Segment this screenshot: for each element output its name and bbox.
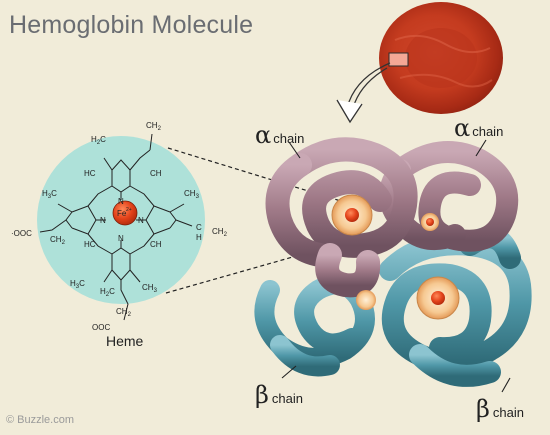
group-vinyl-h: H <box>196 233 202 242</box>
alpha-chain-left <box>265 137 418 298</box>
group-hc-left-top: HC <box>84 169 96 178</box>
group-ch2-top: CH2 <box>146 121 162 132</box>
watermark: © Buzzle.com <box>6 414 75 426</box>
alpha-chain-left-label: α chain <box>255 121 304 149</box>
heme-disc-beta-right <box>416 276 460 320</box>
zoom-region-marker <box>388 52 409 67</box>
group-h2c-top: H2C <box>91 135 106 146</box>
group-hc-left-bottom: HC <box>84 240 96 249</box>
iron-atom: Fe 2+ <box>112 200 138 226</box>
red-blood-cell <box>379 2 503 114</box>
nitrogen-right: N <box>138 216 144 225</box>
iron-symbol: Fe <box>117 209 127 218</box>
group-ooc-bottom: OOC <box>92 323 110 332</box>
beta-chain-left-label: β chain <box>255 381 303 409</box>
group-vinyl-c: C <box>196 223 202 232</box>
heme-group-labels: H2C CH2 H3C CH3 HC CH HC CH C H CH2 CH3 … <box>11 121 228 332</box>
group-ch-right-bottom: CH <box>150 240 162 249</box>
group-ch2-bottom: CH2 <box>116 307 132 318</box>
heme-pointer-lines <box>165 147 345 294</box>
chain-leader-lines <box>281 139 511 393</box>
heme-label: Heme <box>106 333 144 349</box>
nitrogen-bottom: N <box>118 234 124 243</box>
beta-chain-right-label: β chain <box>476 395 524 423</box>
porphyrin-structure <box>39 133 193 321</box>
heme-disc-alpha-right <box>421 213 439 231</box>
group-ooc-left: ·OOC <box>11 229 32 238</box>
nitrogen-top: N <box>118 197 124 206</box>
group-ch3-lower-right: CH3 <box>142 283 158 294</box>
heme-disc-beta-left <box>356 290 376 310</box>
nitrogen-left: N <box>100 216 106 225</box>
group-ch3-upper-left: H3C <box>42 189 57 200</box>
diagram-title: Hemoglobin Molecule <box>9 11 254 39</box>
group-ch3-left: H3C <box>70 279 85 290</box>
group-ch-right-top: CH <box>150 169 162 178</box>
group-ch3-upper-right: CH3 <box>184 189 200 200</box>
alpha-chain-right-label: α chain <box>454 114 503 142</box>
iron-charge: 2+ <box>126 207 132 213</box>
heme-disc-alpha-left <box>331 194 373 236</box>
group-ch2-vinyl: CH2 <box>212 227 228 238</box>
group-ch2-left: CH2 <box>50 235 66 246</box>
group-h2c-bottom: H2C <box>100 287 115 298</box>
zoom-arrow <box>336 62 391 124</box>
